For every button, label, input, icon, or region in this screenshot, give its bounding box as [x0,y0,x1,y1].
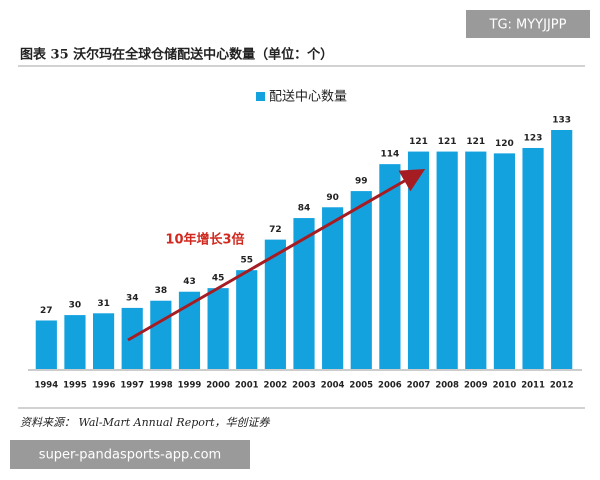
x-tick-label: 1999 [178,381,202,391]
value-label: 31 [97,299,110,309]
value-label: 114 [380,150,399,160]
value-label: 43 [183,277,196,287]
bar [207,288,229,369]
value-label: 133 [552,116,571,126]
x-tick-label: 2007 [407,381,431,391]
x-tick-label: 2002 [264,381,288,391]
value-label: 55 [240,256,253,266]
bar [64,315,86,369]
value-label: 123 [524,133,543,143]
x-tick-label: 1995 [63,381,87,391]
bar [236,270,258,369]
bar [35,320,57,369]
x-tick-label: 2009 [464,381,488,391]
bar [293,218,315,369]
x-tick-label: 1994 [34,381,58,391]
value-label: 121 [409,137,428,147]
value-label: 38 [155,286,168,296]
x-tick-label: 2011 [521,381,545,391]
bar [178,291,201,369]
bar [493,153,516,369]
watermark: super-pandasports-app.com [39,448,221,463]
bar [551,130,573,369]
watermark-box [10,440,250,469]
value-label: 99 [355,177,368,187]
x-tick-label: 2001 [235,381,259,391]
x-tick-label: 2004 [321,381,345,391]
value-label: 120 [495,139,514,149]
bar [465,151,487,369]
x-tick-label: 2003 [292,381,316,391]
x-tick-label: 2006 [378,381,402,391]
x-tick-label: 1996 [92,381,116,391]
chart-title: 图表 35 沃尔玛在全球仓储配送中心数量（单位：个） [20,47,333,63]
value-label: 30 [69,301,82,311]
bar [436,151,458,369]
bar [350,191,372,369]
bar [407,151,430,369]
annotation: 10年增长3倍 [165,232,244,248]
value-label: 121 [438,137,457,147]
value-label: 84 [298,204,311,214]
value-label: 45 [212,274,225,284]
value-label: 72 [269,225,282,235]
x-tick-label: 1997 [120,381,144,391]
x-tick-label: 2010 [493,381,517,391]
bar [264,239,286,369]
value-label: 121 [466,137,485,147]
x-tick-label: 2008 [435,381,459,391]
bar [150,300,172,369]
legend-swatch [256,92,265,101]
value-label: 27 [40,306,53,316]
bar [322,207,344,369]
bars: 配送中心数量 27 1994 30 1995 31 1996 34 1997 38 1998 43 19… [34,90,573,391]
watermark: TG: MYYJJPP [489,18,567,33]
x-tick-label: 1998 [149,381,173,391]
watermark-box [466,10,590,38]
legend-label: 配送中心数量 [269,90,347,105]
trend-arrow [127,169,426,342]
x-tick-label: 2005 [349,381,373,391]
bar [92,313,115,369]
value-label: 34 [126,293,139,303]
x-tick-label: 2012 [550,381,574,391]
source: 资料来源： Wal-Mart Annual Report，华创证券 [20,416,271,429]
x-tick-label: 2000 [206,381,230,391]
bar [522,147,544,369]
value-label: 90 [326,193,339,203]
bar [379,164,401,369]
